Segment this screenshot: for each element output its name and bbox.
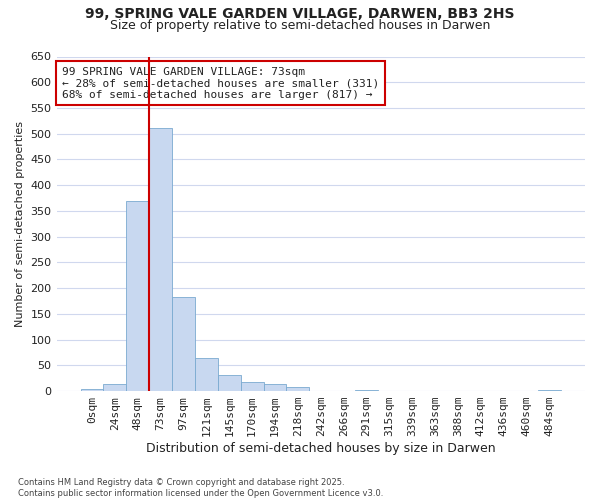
Bar xyxy=(538,390,561,391)
Text: 99, SPRING VALE GARDEN VILLAGE, DARWEN, BB3 2HS: 99, SPRING VALE GARDEN VILLAGE, DARWEN, … xyxy=(85,8,515,22)
Bar xyxy=(103,384,127,391)
Bar xyxy=(149,128,172,391)
Text: Contains HM Land Registry data © Crown copyright and database right 2025.
Contai: Contains HM Land Registry data © Crown c… xyxy=(18,478,383,498)
Y-axis label: Number of semi-detached properties: Number of semi-detached properties xyxy=(15,121,25,327)
Bar xyxy=(355,390,378,391)
Bar xyxy=(286,388,310,391)
Text: Size of property relative to semi-detached houses in Darwen: Size of property relative to semi-detach… xyxy=(110,18,490,32)
Bar xyxy=(263,384,286,391)
Text: 99 SPRING VALE GARDEN VILLAGE: 73sqm
← 28% of semi-detached houses are smaller (: 99 SPRING VALE GARDEN VILLAGE: 73sqm ← 2… xyxy=(62,66,379,100)
Bar xyxy=(80,388,103,391)
Bar xyxy=(195,358,218,391)
X-axis label: Distribution of semi-detached houses by size in Darwen: Distribution of semi-detached houses by … xyxy=(146,442,496,455)
Bar xyxy=(172,297,195,391)
Bar xyxy=(241,382,263,391)
Bar xyxy=(127,200,149,391)
Bar xyxy=(218,374,241,391)
